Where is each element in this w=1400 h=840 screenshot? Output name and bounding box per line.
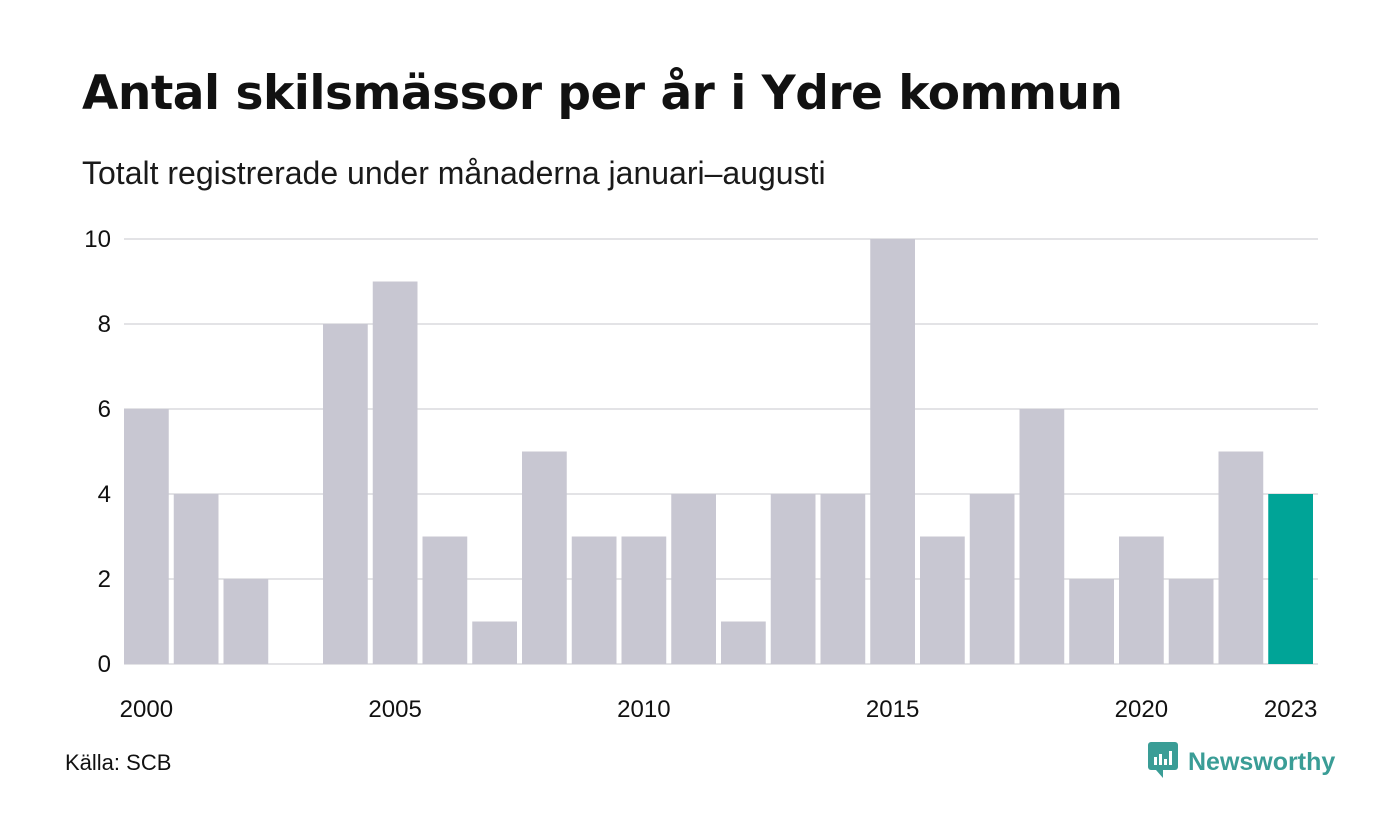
bar-2017 (969, 494, 1015, 664)
bar-2012 (721, 621, 766, 664)
bar-2014 (820, 494, 866, 664)
y-tick-label: 2 (98, 566, 111, 593)
y-axis-ticks: 0 2 4 6 8 10 (84, 226, 111, 678)
bar-2018 (1019, 409, 1065, 664)
y-tick-label: 4 (98, 481, 111, 508)
bar-2010 (621, 536, 667, 664)
y-tick-label: 8 (98, 311, 111, 338)
y-tick-label: 0 (98, 651, 111, 678)
bar-2000 (124, 409, 169, 664)
x-tick-label: 2000 (120, 696, 173, 723)
bar-2006 (422, 536, 468, 664)
x-tick-label: 2015 (866, 696, 919, 723)
x-tick-label: 2020 (1115, 696, 1168, 723)
bar-2015 (870, 239, 915, 664)
bar-2009 (571, 536, 617, 664)
bar-2001 (173, 494, 219, 664)
bar-2008 (522, 451, 567, 664)
chart-subtitle: Totalt registrerade under månaderna janu… (82, 155, 826, 191)
x-tick-label: 2005 (368, 696, 421, 723)
bar-2022 (1218, 451, 1264, 664)
newsworthy-logo-icon (1148, 742, 1178, 783)
y-tick-label: 10 (84, 226, 111, 253)
source-note: Källa: SCB (65, 750, 172, 775)
bar-2005 (372, 281, 418, 664)
x-tick-label: 2023 (1264, 696, 1317, 723)
newsworthy-brand[interactable]: Newsworthy (1148, 742, 1335, 783)
bar-2021 (1168, 579, 1214, 664)
bar-2016 (920, 536, 965, 664)
bar-2002 (223, 579, 269, 664)
y-tick-label: 6 (98, 396, 111, 423)
bar-2020 (1119, 536, 1164, 664)
x-axis-ticks: 2000 2005 2010 2015 2020 2023 (120, 696, 1318, 723)
bar-2007 (472, 621, 517, 664)
x-tick-label: 2010 (617, 696, 670, 723)
chart-title: Antal skilsmässor per år i Ydre kommun (82, 66, 1123, 121)
bar-2023 (1268, 494, 1313, 664)
bar-2019 (1069, 579, 1114, 664)
bar-2004 (323, 324, 368, 664)
bar-2013 (770, 494, 816, 664)
brand-name: Newsworthy (1188, 748, 1336, 776)
bars (124, 239, 1313, 664)
bar-2011 (671, 494, 716, 664)
